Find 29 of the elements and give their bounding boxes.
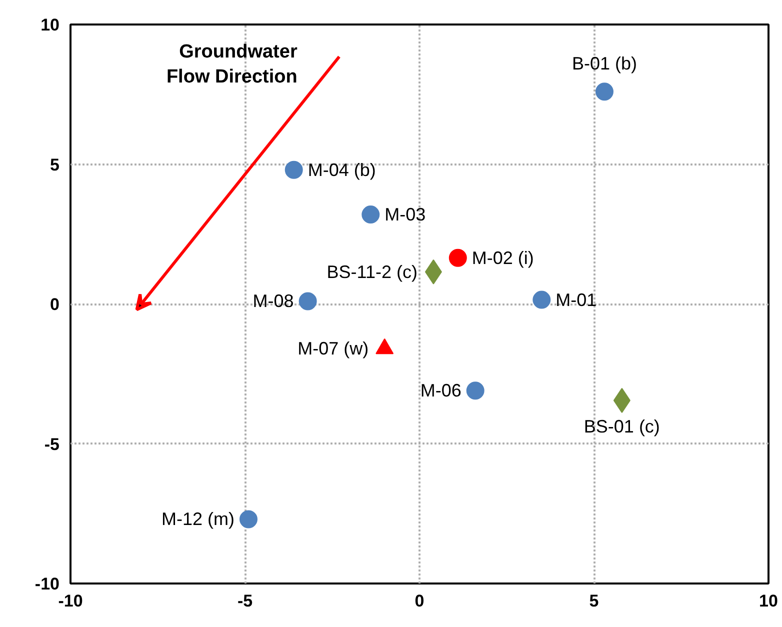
point (298, 292, 317, 310)
x-tick-label: 10 (759, 592, 778, 610)
y-tick-label: -10 (34, 574, 60, 594)
data-label: BS-01 (c) (584, 416, 660, 436)
y-tick-label: 10 (40, 16, 60, 34)
point (284, 160, 303, 179)
point (448, 248, 467, 267)
annotation: Groundwater Flow Direction (166, 41, 298, 88)
x-tick-label: 0 (414, 592, 424, 610)
data-label: M-01 (556, 290, 597, 310)
y-tick-label: 5 (50, 155, 60, 174)
data-label: M-07 (w) (298, 338, 369, 359)
data-label: M-04 (b) (308, 160, 376, 180)
data-label: M-03 (384, 204, 426, 225)
data-label: M-08 (252, 291, 294, 312)
point (239, 510, 258, 528)
data-label: M-06 (420, 380, 462, 401)
point (362, 206, 380, 224)
y-tick-label: -5 (44, 434, 60, 454)
point (466, 382, 484, 400)
data-label: B-01 (b) (572, 54, 637, 74)
point (532, 290, 551, 309)
point (595, 82, 614, 101)
x-tick-label: 5 (589, 592, 599, 610)
data-label: BS-11-2 (c) (326, 262, 418, 282)
x-tick-label: -5 (237, 592, 253, 610)
data-label: M-12 (m) (161, 509, 234, 530)
data-label: M-02 (i) (472, 248, 534, 268)
y-tick-label: 0 (50, 295, 60, 314)
